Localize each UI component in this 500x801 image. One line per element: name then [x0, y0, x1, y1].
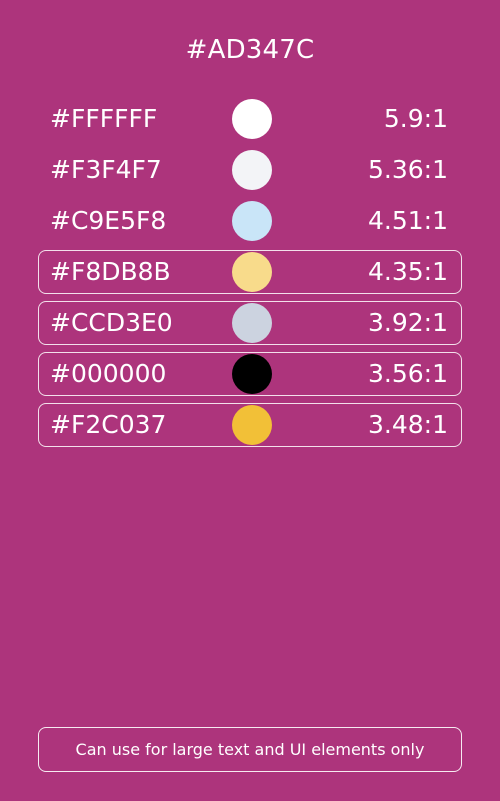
page-title: #AD347C	[185, 35, 315, 65]
color-row-c9e5f8: #C9E5F8 4.51:1	[38, 199, 462, 243]
color-row-f8db8b: #F8DB8B 4.35:1	[38, 250, 462, 294]
hex-label: #FFFFFF	[50, 104, 158, 133]
hex-label: #F8DB8B	[50, 257, 171, 286]
hex-label: #000000	[50, 359, 167, 388]
hex-label: #CCD3E0	[50, 308, 173, 337]
contrast-ratio: 5.36:1	[368, 155, 448, 184]
color-row-000000: #000000 3.56:1	[38, 352, 462, 396]
contrast-ratio: 4.51:1	[368, 206, 448, 235]
color-swatch	[232, 99, 272, 139]
contrast-ratio: 3.92:1	[368, 308, 448, 337]
color-swatch	[232, 303, 272, 343]
color-swatch	[232, 150, 272, 190]
usage-note-box: Can use for large text and UI elements o…	[38, 727, 462, 772]
color-row-f3f4f7: #F3F4F7 5.36:1	[38, 148, 462, 192]
color-swatch	[232, 201, 272, 241]
contrast-ratio: 3.56:1	[368, 359, 448, 388]
hex-label: #C9E5F8	[50, 206, 167, 235]
color-swatch	[232, 354, 272, 394]
hex-label: #F3F4F7	[50, 155, 162, 184]
color-row-f2c037: #F2C037 3.48:1	[38, 403, 462, 447]
usage-note-text: Can use for large text and UI elements o…	[75, 740, 425, 759]
color-swatch	[232, 405, 272, 445]
color-swatch	[232, 252, 272, 292]
color-row-ffffff: #FFFFFF 5.9:1	[38, 97, 462, 141]
color-contrast-list: #FFFFFF 5.9:1 #F3F4F7 5.36:1 #C9E5F8 4.5…	[38, 97, 462, 454]
hex-label: #F2C037	[50, 410, 167, 439]
contrast-ratio: 4.35:1	[368, 257, 448, 286]
color-row-ccd3e0: #CCD3E0 3.92:1	[38, 301, 462, 345]
contrast-ratio: 5.9:1	[383, 104, 448, 133]
contrast-ratio: 3.48:1	[368, 410, 448, 439]
